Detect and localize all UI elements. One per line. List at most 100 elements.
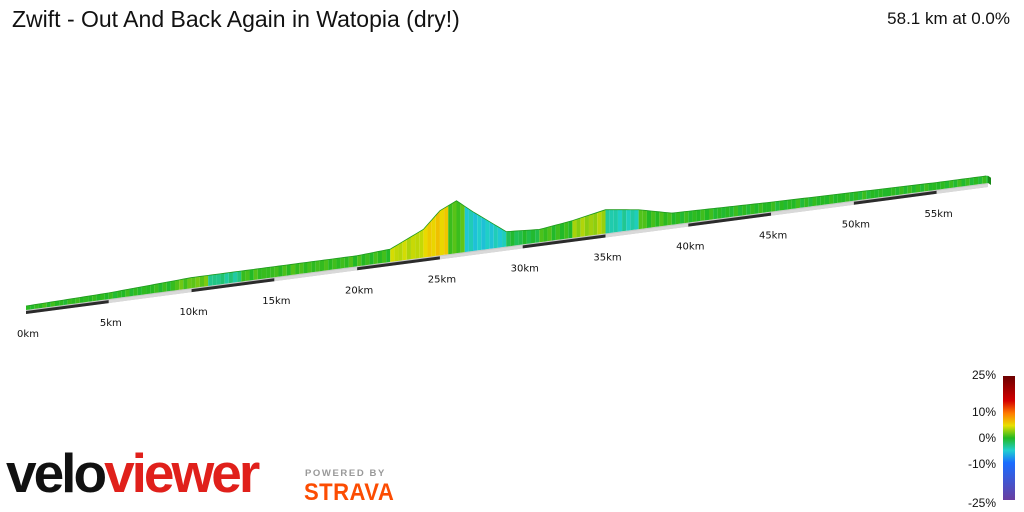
profile-slice [568, 220, 573, 239]
profile-slice [158, 282, 163, 293]
profile-slice [199, 275, 204, 288]
profile-slice [187, 277, 192, 289]
profile-slice [663, 212, 668, 226]
profile-slice [112, 291, 118, 299]
profile-slice [688, 210, 693, 223]
profile-slice [365, 253, 370, 266]
profile-slice [961, 178, 966, 187]
profile-slice [750, 203, 755, 215]
profile-slice [597, 211, 602, 235]
profile-slice [332, 258, 337, 270]
profile-slice [518, 230, 523, 245]
profile-slice [580, 216, 585, 237]
profile-slice [381, 249, 387, 264]
profile-slice [71, 298, 76, 304]
profile-base [26, 183, 988, 314]
profile-slice [415, 231, 420, 259]
profile-slice [626, 209, 631, 231]
km-band [522, 234, 606, 249]
profile-slice [646, 210, 652, 229]
profile-slice [456, 200, 461, 254]
profile-end-cap [988, 175, 991, 185]
profile-slice [936, 181, 941, 190]
profile-slice [348, 256, 354, 268]
legend-label-neg10: -10% [967, 457, 996, 471]
strava-logo: STRAVA [304, 479, 395, 506]
profile-slice [824, 195, 830, 205]
profile-slice [982, 175, 987, 184]
profile-slice [38, 303, 43, 309]
profile-slice [423, 224, 428, 258]
profile-slice [398, 241, 403, 261]
profile-slice [804, 197, 809, 208]
legend-label-min: -25% [967, 496, 996, 510]
profile-slice [874, 189, 879, 198]
profile-slice [444, 205, 449, 255]
profile-slice [713, 208, 718, 220]
profile-slice [146, 285, 151, 295]
profile-slice [588, 213, 594, 236]
profile-slice [915, 184, 921, 193]
profile-slice [315, 260, 320, 272]
profile-slice [833, 194, 838, 204]
profile-slice [497, 226, 503, 248]
profile-slice [862, 190, 867, 200]
profile-slice [241, 270, 246, 282]
profile-slice [605, 209, 610, 234]
profile-slice [170, 280, 176, 291]
profile-slice [878, 188, 883, 198]
km-band [357, 256, 440, 271]
km-band [688, 212, 772, 227]
profile-slice [208, 274, 213, 286]
profile-slice [795, 198, 801, 209]
profile-slice [953, 179, 958, 188]
profile-slice [957, 179, 962, 188]
profile-slice [555, 223, 560, 241]
profile-slice [92, 294, 97, 302]
profile-slice [336, 257, 341, 270]
profile-slice [617, 209, 623, 232]
profile-slice [613, 209, 618, 233]
x-tick-label: 25km [428, 274, 456, 285]
legend-label-0: 0% [978, 431, 996, 445]
profile-slice [584, 215, 589, 237]
profile-slice [696, 209, 701, 222]
profile-slice [220, 273, 225, 285]
legend-label-10: 10% [971, 405, 996, 419]
profile-slice [386, 249, 391, 263]
profile-slice [245, 269, 250, 282]
profile-slice [609, 209, 614, 233]
profile-slice [266, 267, 271, 279]
profile-slice [642, 210, 647, 229]
profile-slice [907, 185, 912, 194]
profile-slice [117, 290, 122, 298]
profile-slice [601, 209, 606, 235]
profile-slice [742, 204, 747, 216]
profile-slice [286, 264, 291, 276]
profile-slice [290, 263, 296, 276]
profile-slice [59, 300, 64, 306]
profile-slice [551, 225, 556, 241]
profile-slice [680, 211, 685, 224]
profile-slice [526, 229, 532, 244]
profile-slice [870, 189, 875, 199]
profile-slice [775, 201, 780, 212]
profile-slice [766, 202, 772, 213]
profile-slice [468, 209, 474, 252]
x-tick-label: 35km [593, 252, 621, 263]
profile-slice [195, 276, 200, 288]
distance-axis: 0km 5km 10km 15km 20km 25km 30km 35km 40km 45km 50… [17, 209, 953, 340]
profile-slice [357, 254, 362, 267]
profile-slice [54, 300, 60, 307]
profile-slice [83, 296, 89, 303]
profile-slice [882, 188, 887, 197]
profile-slice [307, 261, 312, 273]
km-band [605, 223, 689, 238]
route-title: Zwift - Out And Back Again in Watopia (d… [12, 6, 460, 32]
profile-slice [319, 260, 325, 272]
profile-slice [481, 216, 486, 250]
profile-slice [324, 259, 329, 271]
profile-slice [754, 203, 759, 214]
profile-slice [402, 239, 407, 261]
profile-slice [477, 214, 482, 251]
